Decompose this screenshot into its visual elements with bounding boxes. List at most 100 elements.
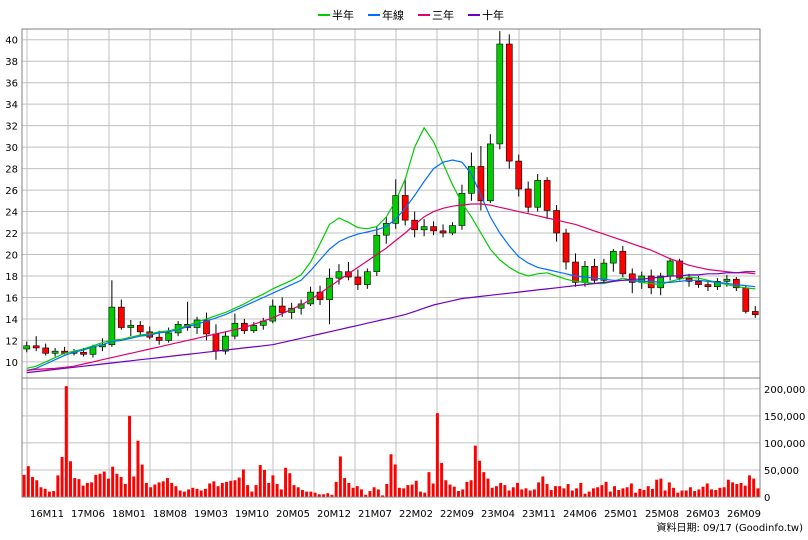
volume-bar — [435, 413, 439, 497]
volume-bar — [575, 488, 579, 497]
candle — [714, 278, 721, 290]
candle — [118, 299, 125, 330]
volume-bar — [465, 481, 469, 497]
candle-body — [704, 284, 712, 288]
volume-bar — [482, 472, 486, 497]
candle-body — [581, 266, 589, 283]
volume-bar — [440, 462, 444, 497]
candle — [742, 285, 750, 314]
candle — [553, 205, 560, 242]
candle — [515, 154, 523, 197]
candle — [524, 181, 532, 213]
volume-bar — [254, 485, 258, 497]
candle — [335, 264, 343, 285]
x-tick-label: 17M06 — [71, 509, 105, 520]
volume-bar — [684, 490, 688, 497]
x-tick-label: 26M03 — [686, 509, 720, 520]
x-tick-label: 20M12 — [317, 509, 351, 520]
volume-bar — [275, 484, 279, 497]
volume-bar — [355, 486, 359, 497]
volume-bar — [170, 482, 174, 497]
candle-body — [487, 143, 494, 202]
volume-panel: 0 50,000 100,000 150,000 200,000 — [21, 377, 805, 504]
volume-bar — [132, 476, 136, 497]
volume-bar — [26, 466, 30, 497]
volume-bar — [625, 487, 629, 497]
volume-bar — [693, 491, 697, 497]
legend-label: 半年 — [332, 8, 354, 22]
volume-bar — [119, 476, 123, 497]
volume-bar — [90, 482, 94, 497]
legend-three-year: 三年 — [418, 8, 454, 22]
volume-bar — [410, 484, 414, 497]
candle-body — [610, 250, 617, 264]
candle-body — [269, 305, 277, 322]
volume-bar — [524, 488, 528, 497]
candle — [51, 347, 59, 357]
volume-bar — [225, 481, 229, 497]
price-tick-label: 36 — [5, 79, 18, 90]
volume-bar — [406, 485, 410, 497]
volume-bar — [566, 484, 570, 497]
volume-frame — [21, 377, 761, 498]
candle-body — [439, 230, 447, 234]
volume-bar — [35, 480, 39, 497]
volume-bar — [562, 488, 566, 497]
candle-body — [51, 350, 59, 354]
x-tick-label: 18M08 — [153, 509, 187, 520]
volume-bar — [216, 486, 220, 497]
volume-bar — [461, 489, 465, 497]
volume-bar — [284, 467, 288, 497]
candle-body — [742, 287, 750, 312]
volume-bar — [444, 480, 448, 497]
volume-bar — [372, 487, 376, 497]
volume-bar — [570, 490, 574, 497]
volume-bar — [423, 492, 427, 497]
x-tick-label: 26M09 — [727, 509, 761, 520]
candle-body — [676, 260, 683, 279]
x-tick-label: 21M07 — [358, 509, 392, 520]
volume-bar — [279, 489, 283, 497]
candle-body — [591, 266, 598, 281]
volume-bar — [499, 482, 503, 497]
candle-body — [108, 306, 116, 346]
price-tick-label: 40 — [5, 36, 18, 47]
volume-bar — [596, 487, 600, 497]
x-tick-label: 23M11 — [522, 509, 556, 520]
volume-bar — [360, 489, 363, 497]
volume-bar — [73, 478, 77, 497]
price-tick-label: 30 — [5, 143, 18, 154]
volume-bar — [701, 486, 705, 497]
candle — [23, 341, 31, 353]
price-tick-label: 16 — [5, 293, 18, 304]
candle — [543, 177, 551, 220]
candle-body — [155, 336, 163, 341]
volume-bar — [743, 485, 747, 497]
volume-bar — [182, 491, 186, 497]
volume-bar — [688, 487, 692, 497]
volume-bar — [389, 454, 393, 497]
volume-bar — [587, 491, 591, 497]
volume-bar — [334, 481, 338, 497]
volume-bar — [659, 478, 663, 497]
volume-bar — [305, 491, 309, 497]
x-tick-label: 19M03 — [194, 509, 228, 520]
candle-body — [165, 332, 172, 341]
volume-bar — [402, 488, 406, 497]
candle-body — [373, 234, 381, 272]
volume-bar — [545, 484, 549, 497]
candle — [562, 228, 570, 270]
volume-tick-label: 150,000 — [764, 412, 805, 423]
candle — [354, 269, 362, 290]
volume-bar — [195, 488, 199, 497]
volume-bar — [174, 486, 178, 497]
x-tick-label: 22M02 — [399, 509, 433, 520]
volume-bar — [203, 488, 207, 497]
x-tick-label: 20M05 — [276, 509, 310, 520]
volume-bar — [60, 456, 64, 497]
candle-body — [42, 347, 49, 354]
volume-bar — [52, 491, 56, 497]
candle — [534, 173, 541, 212]
candle — [439, 224, 447, 238]
volume-bar — [747, 475, 751, 497]
